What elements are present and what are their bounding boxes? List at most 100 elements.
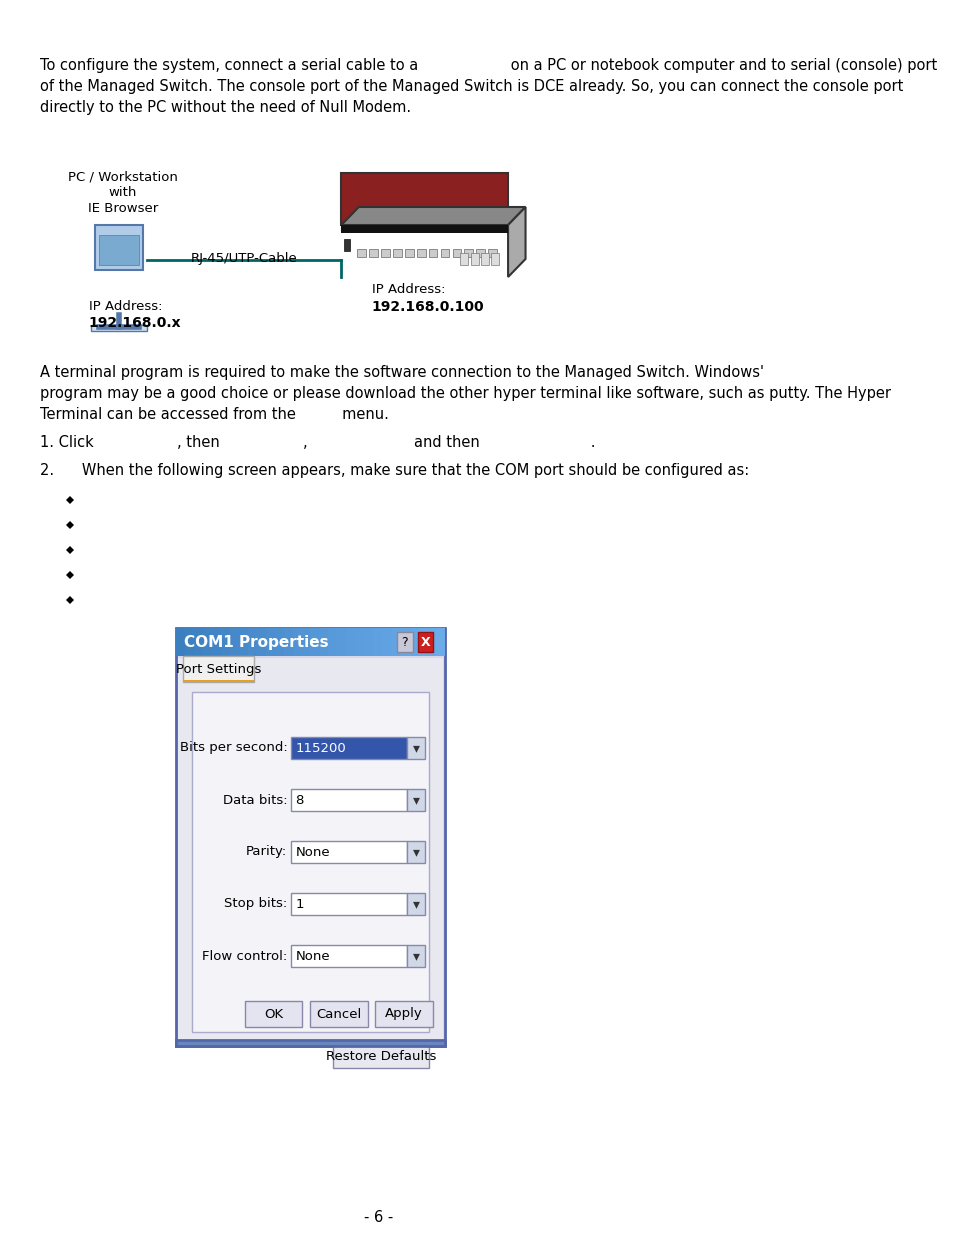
Bar [373,629,382,656]
Bar [380,249,390,257]
Bar [399,629,409,656]
Bar [369,249,377,257]
Bar [238,629,249,656]
Text: A terminal program is required to make the software connection to the Managed Sw: A terminal program is required to make t… [40,366,763,380]
Text: ▾: ▾ [412,948,419,963]
Text: Parity:: Parity: [246,846,287,858]
Text: 192.168.0.x: 192.168.0.x [89,316,181,330]
Bar [293,629,302,656]
Bar [341,225,508,233]
Text: 2.      When the following screen appears, make sure that the COM port should be: 2. When the following screen appears, ma… [40,463,748,478]
Bar [346,629,355,656]
Text: ▾: ▾ [412,793,419,806]
Text: Flow control:: Flow control: [202,950,287,962]
Bar [356,249,366,257]
Text: To configure the system, connect a serial cable to a                    on a PC : To configure the system, connect a seria… [40,58,936,73]
Bar [407,737,424,760]
Bar [301,629,311,656]
Text: - 6 -: - 6 - [364,1210,393,1225]
Bar [416,249,425,257]
Bar [480,253,489,266]
Bar [396,632,413,652]
Bar [452,249,460,257]
Bar [407,945,424,967]
Bar [417,629,427,656]
Bar [407,789,424,811]
Bar [182,656,253,682]
Text: IP Address:: IP Address: [371,283,444,296]
Bar [436,629,445,656]
Bar [328,629,337,656]
Bar [177,658,442,1044]
Bar [192,692,428,1032]
Bar [291,945,407,967]
Bar [381,629,392,656]
Text: ▾: ▾ [412,741,419,755]
Text: 1: 1 [295,898,303,910]
Bar [488,249,497,257]
Bar [491,253,498,266]
Text: program may be a good choice or please download the other hyper terminal like so: program may be a good choice or please d… [40,387,890,401]
Bar [95,225,143,270]
Text: Apply: Apply [385,1008,422,1020]
Text: Port Settings: Port Settings [175,662,261,676]
Text: 192.168.0.100: 192.168.0.100 [371,300,484,314]
Bar [336,629,347,656]
Bar [428,249,437,257]
Text: 115200: 115200 [295,741,346,755]
Text: Cancel: Cancel [316,1008,361,1020]
Bar [176,1040,444,1046]
Text: 1. Click                  , then                  ,                       and th: 1. Click , then , and th [40,435,595,450]
Bar [274,629,284,656]
Polygon shape [508,207,525,277]
Bar [417,632,433,652]
Bar [291,893,407,915]
Bar [310,1002,367,1028]
Bar [176,629,444,1046]
Bar [291,737,407,760]
Bar [319,629,329,656]
Bar [393,249,401,257]
Bar [355,629,364,656]
Text: 8: 8 [295,794,303,806]
Bar [407,893,424,915]
Bar [464,249,473,257]
Text: with: with [109,186,137,199]
Text: Data bits:: Data bits: [222,794,287,806]
Text: Restore Defaults: Restore Defaults [326,1050,436,1062]
Bar [193,629,204,656]
Bar [364,629,374,656]
Bar [310,629,320,656]
Bar [426,629,436,656]
Bar [460,253,468,266]
Text: X: X [420,636,430,648]
Bar [283,629,293,656]
Text: OK: OK [264,1008,283,1020]
Bar [182,680,253,682]
Text: of the Managed Switch. The console port of the Managed Switch is DCE already. So: of the Managed Switch. The console port … [40,79,902,94]
Bar [185,629,194,656]
Bar [407,841,424,863]
Bar [99,235,139,266]
Bar [176,1040,444,1046]
Bar [265,629,275,656]
Text: RJ-45/UTP-Cable: RJ-45/UTP-Cable [191,252,297,266]
Text: None: None [295,950,330,962]
Bar [91,325,147,331]
Text: IE Browser: IE Browser [88,203,158,215]
Bar [375,1002,433,1028]
Bar [476,249,484,257]
Bar [176,629,186,656]
Text: PC / Workstation: PC / Workstation [68,170,178,183]
Text: Terminal can be accessed from the          menu.: Terminal can be accessed from the menu. [40,408,388,422]
Bar [221,629,231,656]
Bar [440,249,449,257]
Text: ?: ? [401,636,408,648]
Text: IP Address:: IP Address: [89,300,162,312]
Bar [334,1044,428,1068]
Bar [391,629,400,656]
Bar [291,841,407,863]
Bar [203,629,213,656]
Bar [470,253,478,266]
Text: Stop bits:: Stop bits: [224,898,287,910]
